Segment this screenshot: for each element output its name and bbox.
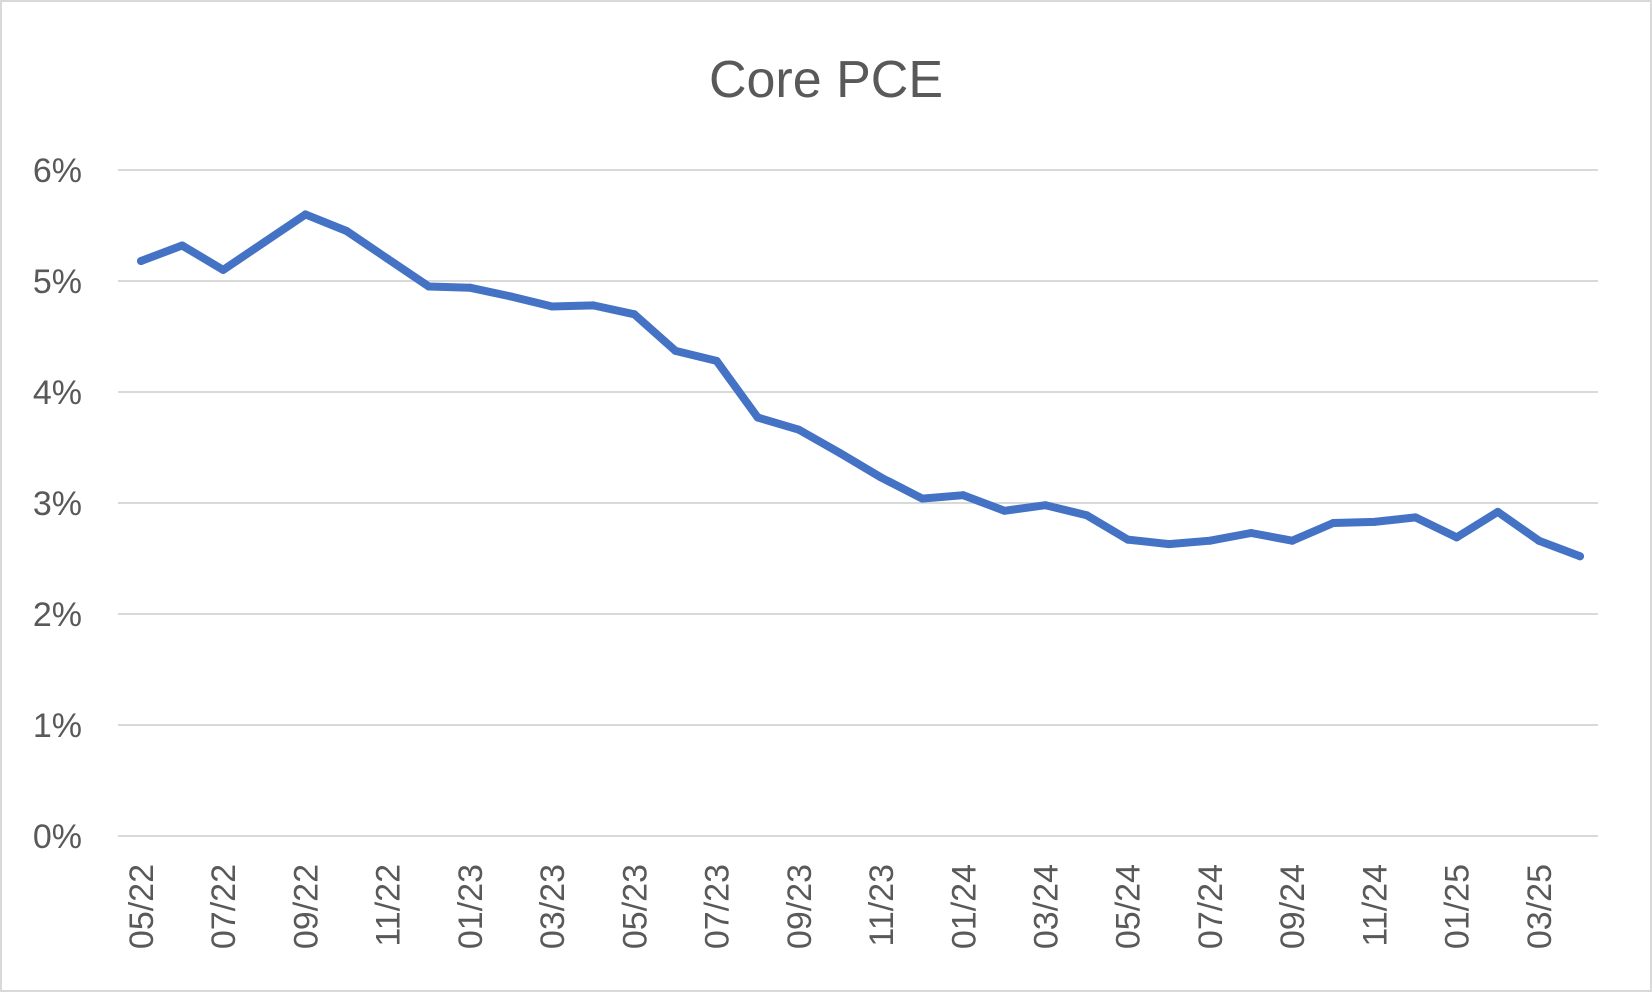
y-tick-label: 1% [33, 707, 82, 745]
x-tick-label: 03/24 [1028, 864, 1066, 949]
chart-title: Core PCE [709, 51, 943, 109]
x-tick-label: 01/25 [1439, 864, 1477, 949]
data-point [1452, 533, 1461, 542]
data-point [301, 210, 310, 219]
data-point [1000, 506, 1009, 515]
data-point [342, 227, 351, 236]
series-line [137, 210, 1584, 561]
data-point [630, 310, 639, 319]
x-tick-label: 09/22 [287, 864, 325, 949]
data-point [712, 356, 721, 365]
data-point [1082, 511, 1091, 520]
data-point [137, 257, 145, 266]
x-tick-label: 05/24 [1110, 864, 1148, 949]
data-point [260, 238, 269, 247]
y-tick-label: 5% [33, 263, 82, 301]
data-point [877, 473, 886, 482]
data-point [589, 301, 598, 310]
data-point [1247, 528, 1256, 537]
x-tick-label: 11/24 [1356, 864, 1394, 947]
x-tick-label: 07/24 [1192, 864, 1230, 949]
data-point [1329, 518, 1338, 527]
data-point [794, 425, 803, 434]
x-tick-label: 11/22 [370, 864, 408, 947]
data-point [465, 283, 474, 292]
x-tick-label: 05/22 [123, 864, 161, 949]
y-tick-label: 2% [33, 596, 82, 634]
data-point [1370, 517, 1379, 526]
x-tick-label: 09/24 [1274, 864, 1312, 949]
x-tick-label: 01/24 [945, 864, 983, 949]
y-tick-label: 0% [33, 818, 82, 856]
data-point [424, 282, 433, 291]
data-point [671, 346, 680, 355]
data-point [178, 241, 187, 250]
data-point [959, 491, 968, 500]
data-point [1411, 513, 1420, 522]
x-tick-label: 07/22 [205, 864, 243, 949]
data-point [507, 292, 516, 301]
x-tick-label: 03/25 [1521, 864, 1559, 949]
data-point [753, 413, 762, 422]
data-point [548, 302, 557, 311]
data-point [383, 254, 392, 263]
x-tick-label: 11/23 [863, 864, 901, 947]
data-point [918, 494, 927, 503]
series-layer [137, 210, 1584, 561]
data-point [1041, 501, 1050, 510]
y-axis-tick-labels: 0% 1% 2% 3% 4% 5% 6% [33, 152, 82, 856]
data-point [1288, 536, 1297, 545]
data-point [1123, 535, 1132, 544]
gridlines [118, 169, 1598, 837]
x-tick-label: 05/23 [616, 864, 654, 949]
data-point [1534, 536, 1543, 545]
data-point [835, 449, 844, 458]
data-point [1164, 540, 1173, 549]
x-tick-label: 03/23 [534, 864, 572, 949]
y-tick-label: 6% [33, 152, 82, 190]
x-tick-label: 07/23 [699, 864, 737, 949]
x-tick-label: 01/23 [452, 864, 490, 949]
data-point [1576, 552, 1584, 561]
y-tick-label: 4% [33, 374, 82, 412]
x-tick-label: 09/23 [781, 864, 819, 949]
data-point [1493, 507, 1502, 516]
data-point [1205, 536, 1214, 545]
y-tick-label: 3% [33, 485, 82, 523]
x-axis-tick-labels: 05/22 07/22 09/22 11/22 01/23 03/23 05/23 07/23… [123, 864, 1559, 949]
data-point [219, 265, 228, 274]
